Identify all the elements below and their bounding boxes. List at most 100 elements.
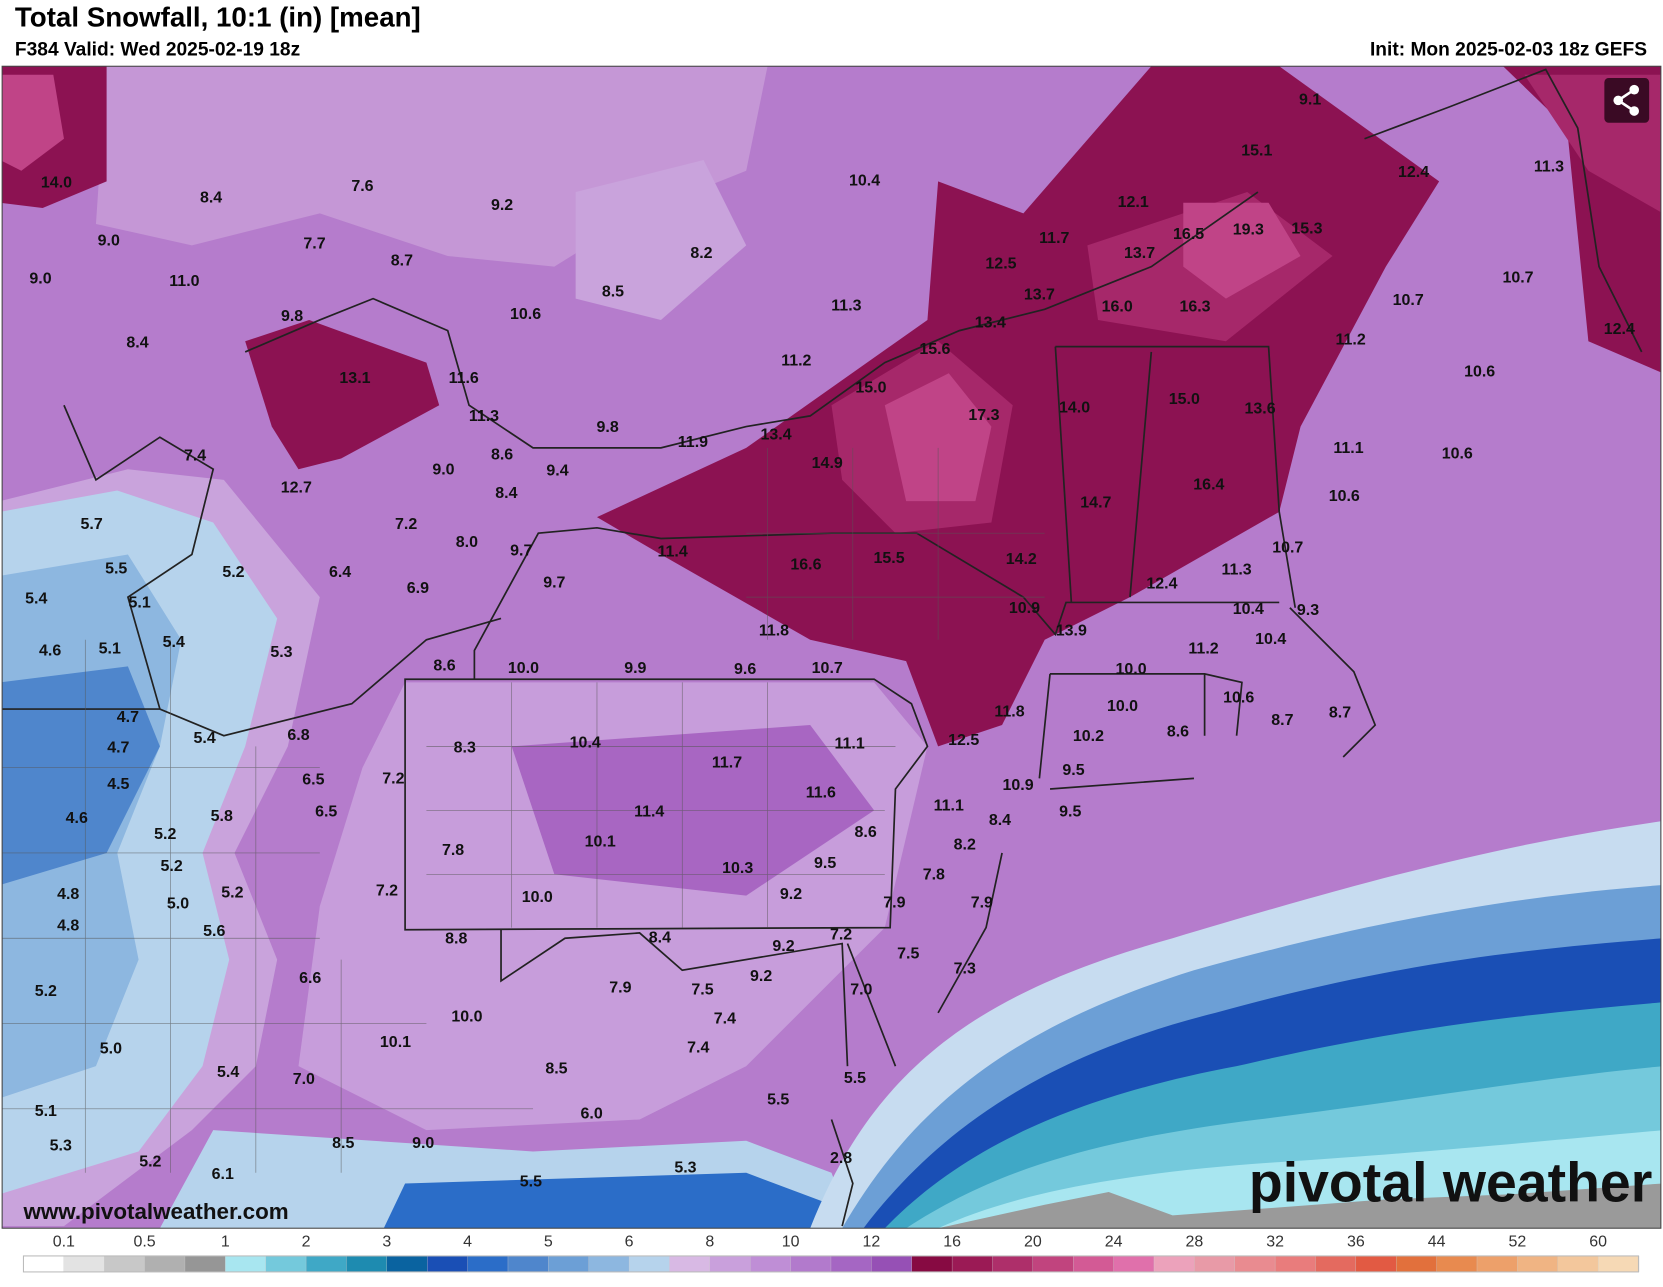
snowfall-label: 8.6 (433, 658, 455, 675)
snowfall-label: 9.5 (1059, 804, 1081, 821)
title: Total Snowfall, 10:1 (in) [mean] (15, 2, 421, 33)
snowfall-label: 11.8 (759, 622, 789, 639)
snowfall-label: 4.6 (66, 810, 88, 827)
snowfall-label: 5.4 (217, 1064, 239, 1081)
snowfall-label: 16.6 (790, 556, 821, 573)
snowfall-label: 9.3 (1297, 602, 1319, 619)
colorbar-cell (588, 1255, 630, 1273)
colorbar-tick-label: 5 (544, 1233, 553, 1250)
colorbar-cell (467, 1255, 509, 1273)
snowfall-label: 10.0 (1107, 698, 1138, 715)
colorbar-cell (1234, 1255, 1276, 1273)
snowfall-label: 8.7 (1271, 712, 1293, 729)
snowfall-label: 8.8 (445, 931, 467, 948)
snowfall-label: 6.8 (287, 727, 309, 744)
snowfall-label: 5.7 (81, 516, 103, 533)
snowfall-label: 9.5 (1062, 762, 1084, 779)
county-border (2, 447, 1045, 1173)
snowfall-label: 10.6 (1464, 363, 1495, 380)
snowfall-label: 13.7 (1124, 245, 1155, 262)
snowfall-label: 5.5 (520, 1174, 542, 1191)
snowfall-label: 11.3 (469, 408, 499, 425)
snowfall-label: 15.0 (855, 379, 886, 396)
colorbar-cell (951, 1255, 994, 1273)
snowfall-label: 15.1 (1241, 143, 1272, 160)
snowfall-label: 9.7 (510, 543, 532, 560)
colorbar-tick-label: 0.1 (53, 1233, 75, 1250)
snowfall-label: 5.2 (154, 826, 176, 843)
snowfall-label: 7.8 (442, 842, 464, 859)
colorbar-tick-label: 8 (705, 1233, 714, 1250)
colorbar-cell (1153, 1255, 1196, 1273)
snowfall-label: 7.6 (351, 178, 373, 195)
snowfall-label: 9.0 (412, 1135, 434, 1152)
snowfall-label: 5.4 (163, 634, 185, 651)
snowfall-label: 5.2 (35, 983, 57, 1000)
region (575, 160, 747, 320)
snowfall-label: 10.4 (1255, 631, 1286, 648)
snowfall-label: 5.2 (222, 564, 244, 581)
share-button-bg[interactable] (1604, 77, 1650, 123)
snowfall-label: 9.9 (624, 660, 646, 677)
snowfall-label: 10.9 (1009, 600, 1040, 617)
snowfall-label: 8.2 (690, 245, 712, 262)
snowfall-label: 7.2 (382, 771, 404, 788)
snowfall-label: 9.2 (772, 938, 794, 955)
snowfall-label: 11.1 (835, 735, 865, 752)
share-icon (1615, 88, 1635, 113)
colorbar-tick-label: 24 (1105, 1233, 1123, 1250)
snowfall-label: 11.1 (934, 797, 964, 814)
colorbar-cell (265, 1255, 307, 1273)
snowfall-label: 10.0 (522, 889, 553, 906)
snowfall-label: 13.6 (1244, 401, 1275, 418)
snowfall-label: 10.6 (1223, 690, 1254, 707)
snowfall-label: 16.0 (1102, 298, 1133, 315)
snowfall-label: 5.6 (203, 923, 225, 940)
colorbar-cell (669, 1255, 711, 1273)
map: 14.0 8.4 7.6 9.2 10.4 9.1 15.1 12.4 11.3 9.0 7.7 8.… (1, 65, 1662, 1229)
colorbar-cell (144, 1255, 186, 1273)
snowfall-label: 10.6 (1329, 488, 1360, 505)
snowfall-label: 10.1 (380, 1034, 411, 1051)
value-labels: 14.0 8.4 7.6 9.2 10.4 9.1 15.1 12.4 11.3 9.0 7.7 8.… (25, 92, 1635, 1191)
snowfall-label: 10.3 (722, 860, 753, 877)
snowfall-label: 8.6 (1167, 724, 1189, 741)
snowfall-label: 5.5 (105, 561, 127, 578)
colorbar-cell (871, 1255, 913, 1273)
colorbar-cell (1274, 1255, 1317, 1273)
snowfall-label: 5.1 (35, 1103, 57, 1120)
init-time: Init: Mon 2025-02-03 18z GEFS (1370, 39, 1647, 60)
valid-time: F384 Valid: Wed 2025-02-19 18z (15, 39, 300, 60)
snowfall-label: 13.1 (339, 370, 370, 387)
region (2, 666, 160, 885)
snowfall-label: 14.7 (1080, 495, 1111, 512)
snowfall-label: 11.2 (1336, 331, 1366, 348)
snowfall-label: 9.8 (597, 419, 619, 436)
snowfall-label: 9.4 (546, 463, 568, 480)
colorbar-cell (1355, 1255, 1397, 1273)
colorbar-tick-label: 1 (221, 1233, 230, 1250)
snowfall-label: 9.2 (491, 197, 513, 214)
snowfall-label: 7.2 (376, 883, 398, 900)
snowfall-label: 6.0 (581, 1105, 603, 1122)
snowfall-label: 11.6 (806, 784, 836, 801)
snowfall-label: 13.4 (761, 426, 792, 443)
snowfall-label: 11.2 (781, 353, 811, 370)
colorbar-cell (911, 1255, 953, 1273)
snowfall-label: 5.5 (767, 1092, 789, 1109)
colorbar-tick-label: 3 (382, 1233, 391, 1250)
share-button[interactable] (1604, 77, 1650, 123)
snowfall-label: 16.5 (1173, 226, 1204, 243)
snowfall-label: 4.8 (57, 918, 79, 935)
coastline (830, 777, 1195, 1227)
colorbar-cell (1032, 1255, 1074, 1273)
colorbar-tick-label: 10 (782, 1233, 800, 1250)
snowfall-label: 11.3 (831, 297, 861, 314)
colorbar-cell (1436, 1255, 1478, 1273)
website: www.pivotalweather.com (22, 1199, 288, 1224)
colorbar-tick-label: 36 (1347, 1233, 1365, 1250)
snowfall-label: 7.4 (687, 1039, 709, 1056)
snowfall-label: 9.0 (432, 461, 454, 478)
snowfall-label: 5.2 (221, 885, 243, 902)
snowfall-label: 7.9 (971, 894, 993, 911)
